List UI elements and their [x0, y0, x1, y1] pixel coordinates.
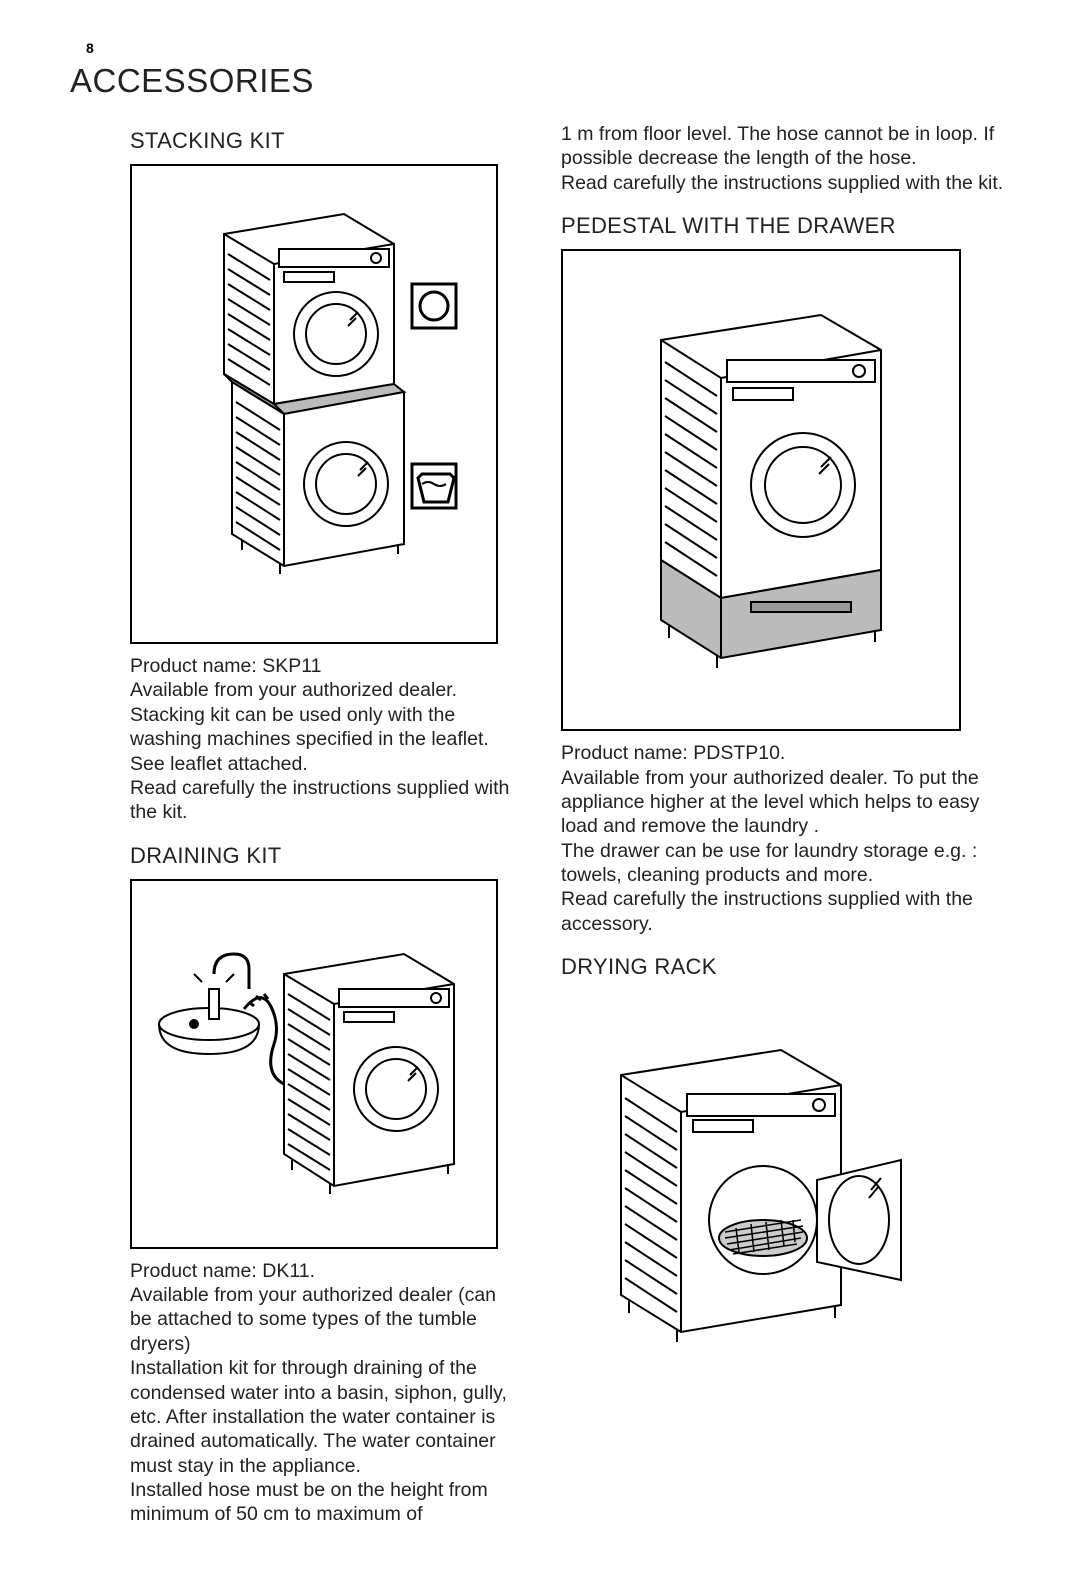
continued-text: 1 m from floor level. The hose cannot be… — [561, 122, 1010, 195]
stacking-kit-figure — [130, 164, 498, 644]
pedestal-figure — [561, 249, 961, 731]
pedestal-icon — [601, 290, 921, 690]
main-heading: ACCESSORIES — [70, 62, 1010, 100]
pedestal-heading: PEDESTAL WITH THE DRAWER — [561, 213, 1010, 239]
page-number: 8 — [86, 40, 1010, 56]
draining-kit-heading: DRAINING KIT — [130, 843, 519, 869]
stacking-kit-heading: STACKING KIT — [130, 128, 519, 154]
left-column: STACKING KIT — [70, 122, 519, 1529]
drying-rack-figure — [561, 990, 961, 1390]
content-columns: STACKING KIT — [70, 122, 1010, 1529]
draining-kit-figure — [130, 879, 498, 1249]
drying-rack-heading: DRYING RACK — [561, 954, 1010, 980]
stacked-machines-icon — [164, 204, 464, 604]
pedestal-text: Product name: PDSTP10. Available from yo… — [561, 741, 1010, 936]
right-column: 1 m from floor level. The hose cannot be… — [561, 122, 1010, 1529]
draining-kit-text: Product name: DK11. Available from your … — [130, 1259, 519, 1527]
draining-kit-icon — [154, 914, 474, 1214]
stacking-kit-text: Product name: SKP11 Available from your … — [130, 654, 519, 825]
drying-rack-icon — [581, 1020, 941, 1360]
